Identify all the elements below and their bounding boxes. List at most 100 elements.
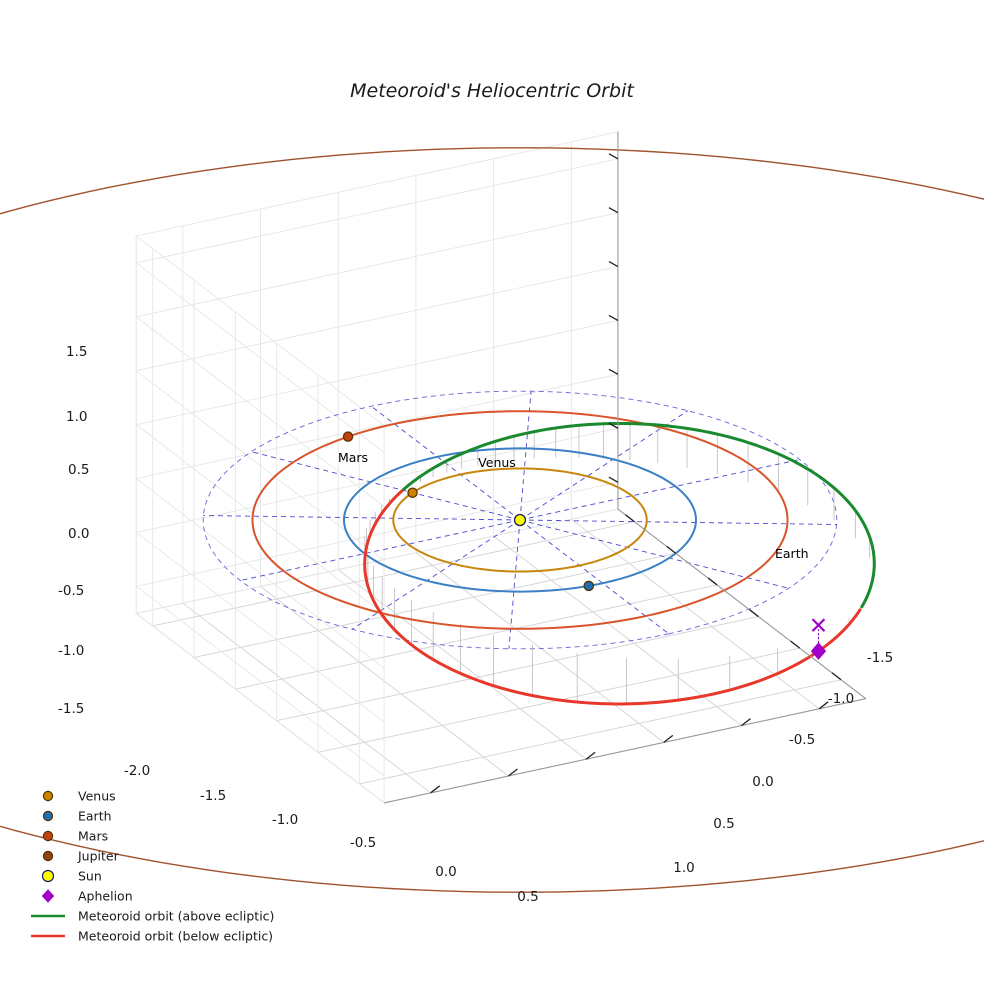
grid-line-floor-y — [182, 602, 431, 794]
orbit-path-mars — [251, 410, 789, 630]
y-axis-tick-label: -0.5 — [789, 732, 815, 748]
z-axis-tick — [608, 476, 619, 483]
x-axis-tick-label: 0.5 — [517, 889, 538, 905]
axes-panes — [136, 131, 866, 803]
grid-line-wall-x-horz — [136, 373, 619, 479]
grid-line-wall-x-horz — [136, 266, 619, 372]
z-axis-tick-label: -1.0 — [58, 643, 84, 659]
meteoroid-orbit-above-ecliptic — [402, 421, 876, 609]
body-markers — [342, 431, 827, 660]
page-title: Meteoroid's Heliocentric Orbit — [350, 80, 635, 102]
x-axis-tick-label: -2.0 — [124, 763, 150, 779]
grid-line-floor-y — [415, 552, 665, 743]
y-axis-tick — [663, 734, 674, 743]
x-axis-tick — [831, 672, 842, 681]
y-axis-tick-label: 1.0 — [673, 860, 694, 876]
grid-line-wall-x-horz — [136, 320, 619, 426]
orbit-path-jupiter — [0, 147, 984, 893]
z-axis-tick — [608, 260, 619, 268]
grid-line-floor-x — [276, 616, 759, 722]
y-axis-tick — [741, 718, 751, 727]
legend-marker-earth — [42, 810, 54, 822]
orbit-path-earth — [343, 447, 697, 593]
grid-line-floor-y — [337, 569, 587, 760]
polar-grid-spoke — [370, 405, 521, 521]
grid-line-wall-x-horz — [136, 481, 619, 587]
legend-label: Meteoroid orbit (below ecliptic) — [78, 929, 273, 944]
legend-marker-sun — [41, 869, 55, 883]
z-axis-tick-label: 0.0 — [68, 526, 89, 542]
z-axis-tick — [608, 314, 619, 322]
z-axis-tick — [608, 153, 619, 160]
legend-marker-jupiter — [42, 850, 54, 862]
orbit-path-venus — [392, 467, 648, 573]
polar-grid-spoke — [519, 519, 789, 589]
legend-marker-venus — [42, 790, 54, 802]
z-axis-tick — [608, 422, 619, 429]
z-axis-tick-label: 1.0 — [66, 409, 87, 425]
polar-grid-spoke — [519, 391, 532, 521]
x-axis-tick-label: -1.5 — [200, 788, 226, 804]
y-axis-tick-label: 0.0 — [752, 774, 773, 790]
x-axis-tick — [790, 640, 801, 649]
polar-grid — [202, 390, 838, 650]
grid-line-wall-y-horz — [135, 532, 385, 723]
x-axis-tick-label: -0.5 — [350, 835, 376, 851]
legend-marker-aphelion — [41, 889, 55, 903]
legend-label: Sun — [78, 869, 102, 884]
polar-grid-spoke — [519, 519, 670, 635]
planet-annotation-venus: Venus — [478, 455, 516, 470]
y-axis-tick-label: -1.5 — [867, 650, 893, 666]
legend-label: Jupiter — [77, 849, 120, 864]
grid-line-wall-y-horz — [135, 612, 385, 804]
z-axis-tick-label: -0.5 — [58, 583, 84, 599]
y-axis-tick-label: 0.5 — [713, 816, 734, 832]
y-axis-tick-label: -1.0 — [828, 691, 854, 707]
sun-marker — [513, 513, 527, 527]
y-axis-spine — [383, 698, 866, 804]
planet-annotation-earth: Earth — [775, 546, 809, 561]
z-axis-tick — [608, 207, 619, 214]
polar-grid-spoke — [203, 515, 521, 521]
grid-line-floor-x — [152, 521, 635, 627]
x-axis-tick — [625, 514, 635, 523]
meteoroid-orbit-below-ecliptic — [363, 488, 862, 706]
x-axis-tick-label: -1.0 — [272, 812, 298, 828]
z-axis-tick-label: -1.5 — [58, 701, 84, 717]
aphelion-marker — [810, 642, 827, 660]
planet-annotation-mars: Mars — [338, 450, 368, 465]
planet-marker-venus — [407, 487, 418, 498]
planet-marker-mars — [342, 431, 354, 442]
grid-line-wall-y-horz — [135, 585, 385, 777]
grid-line-floor-y — [493, 535, 742, 726]
grid-line-wall-x-horz — [136, 131, 619, 237]
grid-line-wall-x-horz — [136, 212, 619, 318]
polar-grid-spoke — [251, 451, 521, 521]
polar-grid-spoke — [508, 519, 521, 649]
z-axis-tick-label: 0.5 — [68, 462, 89, 478]
x-axis-tick — [707, 577, 718, 586]
legend-label: Venus — [78, 789, 116, 804]
x-axis-spine — [617, 508, 867, 700]
polar-grid-spoke — [519, 519, 837, 525]
x-axis-tick-label: 0.0 — [435, 864, 456, 880]
x-axis-tick — [666, 545, 677, 554]
z-axis-tick — [608, 368, 619, 375]
grid-line-floor-x — [193, 552, 676, 658]
y-axis-tick — [430, 785, 441, 794]
grid-line-wall-x-horz — [136, 427, 619, 533]
y-axis-tick — [585, 751, 596, 760]
y-axis-tick — [818, 701, 829, 710]
grid-line-wall-x-horz — [136, 158, 619, 264]
axis-spines-ticks — [383, 131, 867, 804]
legend-label: Aphelion — [78, 889, 133, 904]
y-axis-tick — [508, 768, 518, 777]
aphelion-x-marker — [811, 618, 826, 632]
legend-label: Mars — [78, 829, 108, 844]
orbit-curves — [0, 147, 984, 893]
planet-marker-earth — [583, 580, 595, 592]
legend-label: Meteoroid orbit (above ecliptic) — [78, 909, 274, 924]
